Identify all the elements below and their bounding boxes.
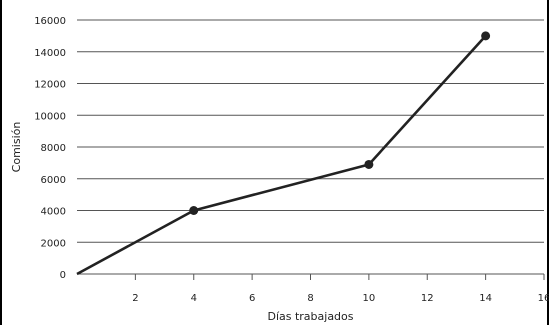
x-tick-label: 2: [132, 293, 138, 304]
y-axis-ticks: 0 2000 4000 6000 8000 10000 12000 14000 16000: [34, 16, 66, 281]
x-axis-title: Días trabajados: [267, 310, 353, 323]
y-axis-title: Comisión: [10, 122, 23, 173]
y-tick-label: 4000: [41, 207, 66, 218]
y-tick-label: 0: [60, 270, 66, 281]
series-group: [76, 31, 491, 276]
x-tick-label: 6: [249, 293, 255, 304]
data-point: [481, 31, 491, 41]
x-axis-ticks: 2 4 6 8 10 12 14 16: [132, 274, 549, 304]
y-tick-label: 8000: [41, 143, 66, 154]
series-line-0: [76, 35, 487, 276]
x-tick-label: 12: [421, 293, 434, 304]
y-tick-label: 16000: [34, 16, 66, 27]
data-point: [364, 159, 374, 169]
x-tick-label: 14: [479, 293, 492, 304]
y-tick-label: 10000: [34, 111, 66, 122]
y-tick-label: 12000: [34, 80, 66, 91]
x-tick-label: 4: [191, 293, 197, 304]
y-tick-label: 6000: [41, 175, 66, 186]
y-tick-label: 2000: [41, 238, 66, 249]
x-tick-label: 16: [538, 293, 549, 304]
y-tick-label: 14000: [34, 48, 66, 59]
x-tick-label: 10: [363, 293, 376, 304]
gridlines: [77, 19, 544, 275]
x-tick-label: 8: [307, 293, 313, 304]
data-point: [189, 206, 199, 215]
